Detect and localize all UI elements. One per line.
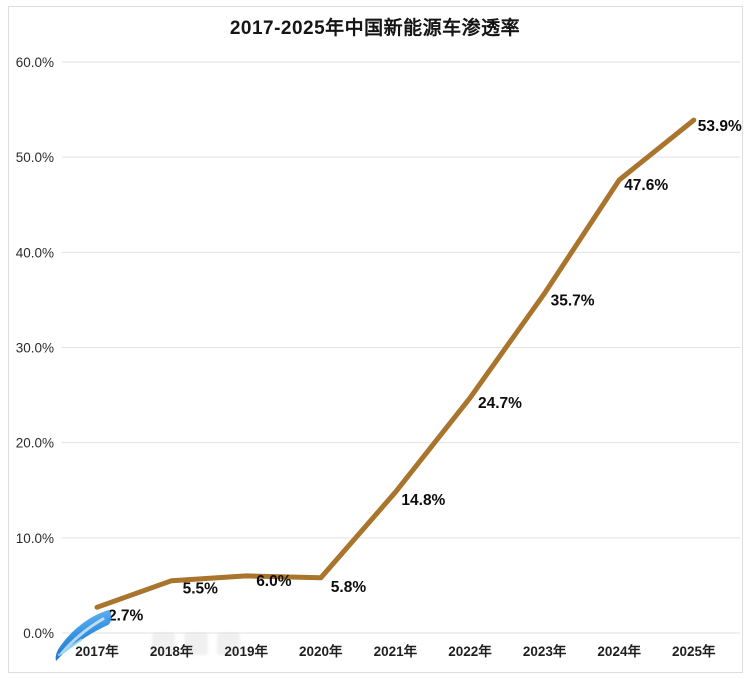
chart-title: 2017-2025年中国新能源车渗透率: [229, 18, 521, 39]
blue-swoosh-logo-icon: [55, 610, 112, 661]
data-point-label: 5.8%: [331, 579, 367, 596]
x-axis-label: 2023年: [523, 643, 567, 659]
y-tick-label: 0.0%: [23, 626, 54, 641]
y-tick-label: 10.0%: [16, 531, 54, 546]
data-point-label: 5.5%: [183, 581, 219, 598]
x-axis-label: 2024年: [597, 643, 641, 659]
y-tick-label: 20.0%: [16, 436, 54, 451]
data-point-label: 6.0%: [256, 573, 292, 590]
x-axis-label: 2018年: [150, 643, 194, 659]
data-point-label: 35.7%: [551, 292, 595, 309]
data-point-label: 24.7%: [478, 395, 522, 412]
x-axis-label: 2022年: [448, 643, 492, 659]
y-tick-label: 50.0%: [16, 150, 54, 165]
x-axis-label: 2021年: [374, 643, 418, 659]
x-axis-label: 2019年: [224, 643, 268, 659]
data-point-label: 47.6%: [624, 177, 668, 194]
x-axis-label: 2017年: [75, 643, 119, 659]
trend-line: [94, 117, 697, 610]
x-axis-label: 2020年: [299, 643, 343, 659]
y-tick-label: 60.0%: [16, 55, 54, 70]
data-point-label: 14.8%: [401, 492, 445, 509]
data-point-label: 2.7%: [108, 607, 144, 624]
x-axis-label: 2025年: [672, 643, 716, 659]
data-point-label: 53.9%: [698, 118, 742, 135]
y-tick-label: 30.0%: [16, 341, 54, 356]
y-tick-label: 40.0%: [16, 245, 54, 260]
faint-watermark: [152, 633, 240, 655]
